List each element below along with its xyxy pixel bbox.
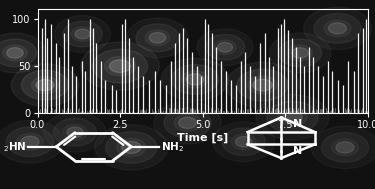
Ellipse shape (269, 33, 331, 73)
Ellipse shape (321, 132, 369, 162)
Text: N: N (292, 146, 302, 156)
Ellipse shape (186, 74, 204, 85)
Ellipse shape (328, 23, 346, 34)
Ellipse shape (145, 30, 170, 46)
Text: NH$_2$: NH$_2$ (161, 140, 184, 154)
Text: $_2$HN: $_2$HN (3, 140, 26, 154)
Ellipse shape (94, 125, 168, 170)
Ellipse shape (248, 76, 277, 94)
Ellipse shape (32, 77, 58, 94)
Ellipse shape (182, 71, 209, 88)
Ellipse shape (324, 20, 351, 37)
Ellipse shape (75, 29, 90, 39)
Ellipse shape (161, 58, 229, 101)
Ellipse shape (3, 45, 27, 61)
Ellipse shape (174, 114, 201, 131)
Ellipse shape (53, 118, 97, 146)
Ellipse shape (171, 64, 219, 94)
Ellipse shape (0, 33, 46, 73)
Ellipse shape (214, 40, 236, 55)
Ellipse shape (213, 122, 274, 162)
Ellipse shape (164, 108, 211, 138)
Ellipse shape (0, 121, 64, 163)
Ellipse shape (117, 138, 146, 156)
Ellipse shape (11, 64, 79, 106)
Ellipse shape (21, 70, 69, 100)
Ellipse shape (21, 136, 39, 147)
Ellipse shape (126, 18, 188, 58)
Ellipse shape (63, 124, 87, 140)
Ellipse shape (237, 69, 288, 101)
Ellipse shape (283, 111, 302, 123)
Ellipse shape (106, 132, 157, 163)
Ellipse shape (71, 27, 94, 41)
Ellipse shape (311, 126, 375, 169)
Ellipse shape (136, 24, 179, 52)
Ellipse shape (81, 42, 159, 90)
X-axis label: Time [s]: Time [s] (177, 133, 228, 143)
Ellipse shape (0, 39, 37, 67)
Text: N: N (292, 119, 302, 129)
Ellipse shape (6, 127, 54, 157)
Ellipse shape (36, 79, 54, 91)
Ellipse shape (154, 102, 221, 144)
Ellipse shape (110, 60, 130, 73)
Ellipse shape (236, 136, 252, 147)
Ellipse shape (332, 139, 358, 156)
Ellipse shape (278, 108, 307, 126)
Ellipse shape (256, 94, 329, 140)
Ellipse shape (63, 21, 102, 47)
Ellipse shape (122, 141, 141, 153)
Ellipse shape (278, 39, 322, 67)
Ellipse shape (292, 48, 308, 58)
Ellipse shape (226, 62, 299, 108)
Ellipse shape (314, 13, 361, 43)
Ellipse shape (7, 48, 23, 58)
Ellipse shape (288, 45, 312, 61)
Ellipse shape (44, 112, 106, 152)
Ellipse shape (304, 7, 371, 50)
Ellipse shape (336, 142, 354, 153)
Ellipse shape (104, 57, 136, 76)
Ellipse shape (16, 133, 44, 150)
Ellipse shape (149, 33, 166, 43)
Ellipse shape (54, 16, 111, 53)
Ellipse shape (217, 42, 232, 52)
Ellipse shape (197, 29, 253, 66)
Ellipse shape (253, 79, 272, 91)
Ellipse shape (231, 134, 256, 150)
Ellipse shape (267, 101, 318, 133)
Ellipse shape (222, 128, 266, 156)
Ellipse shape (206, 34, 245, 60)
Ellipse shape (92, 49, 147, 83)
Ellipse shape (67, 127, 83, 138)
Ellipse shape (178, 117, 196, 129)
